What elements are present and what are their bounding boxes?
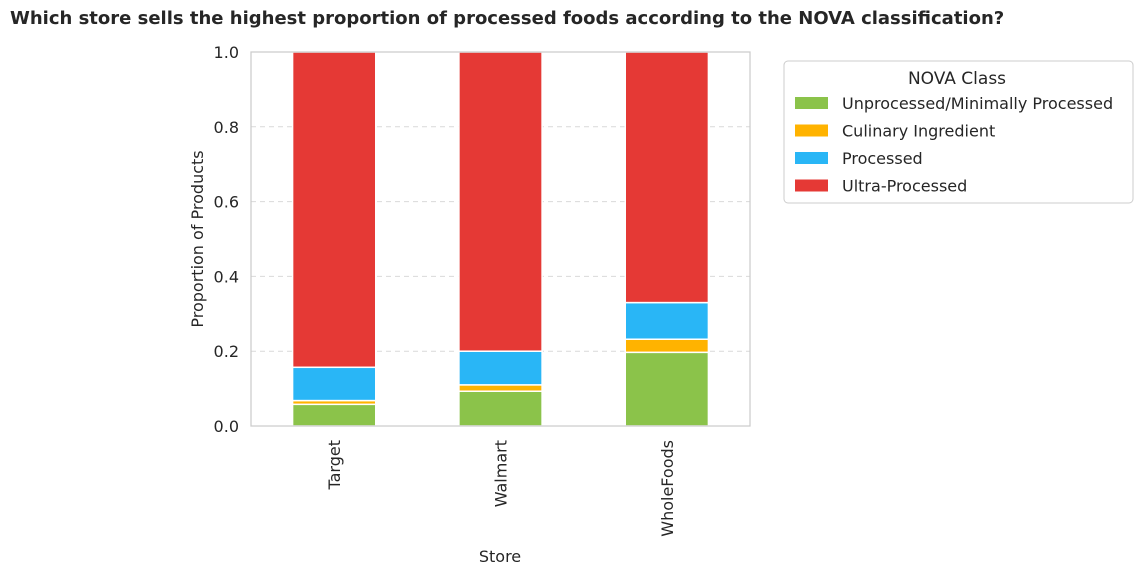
x-tick-labels: Target Walmart WholeFoods bbox=[325, 440, 677, 537]
bar-segment bbox=[458, 51, 543, 352]
legend-title: NOVA Class bbox=[908, 69, 1006, 89]
legend-swatch bbox=[795, 179, 828, 192]
y-tick-label: 1.0 bbox=[214, 43, 239, 62]
y-tick-label: 0.2 bbox=[214, 342, 239, 361]
legend-label: Unprocessed/Minimally Processed bbox=[842, 94, 1113, 113]
y-tick-labels: 0.0 0.2 0.4 0.6 0.8 1.0 bbox=[214, 43, 239, 436]
bar-segment bbox=[624, 351, 710, 427]
y-tick-label: 0.4 bbox=[214, 267, 239, 286]
x-tick-label: Target bbox=[325, 440, 344, 491]
legend-label: Culinary Ingredient bbox=[842, 122, 995, 141]
bar-segment bbox=[624, 51, 710, 304]
bar-segment bbox=[624, 301, 710, 340]
x-tick-label: WholeFoods bbox=[658, 440, 677, 537]
bar-segment bbox=[291, 51, 377, 369]
legend-frame bbox=[783, 60, 1134, 204]
legend-label: Ultra-Processed bbox=[842, 177, 967, 196]
y-axis-label: Proportion of Products bbox=[188, 150, 207, 327]
bar-segment bbox=[291, 366, 377, 402]
bar-segment bbox=[624, 338, 710, 354]
legend-swatch bbox=[795, 152, 828, 164]
y-tick-label: 0.0 bbox=[214, 417, 239, 436]
legend-swatch bbox=[795, 124, 828, 137]
plot-frame bbox=[250, 51, 751, 427]
legend-swatch bbox=[795, 97, 828, 109]
bar-segment bbox=[458, 390, 543, 427]
x-tick-label: Walmart bbox=[492, 440, 511, 507]
legend: NOVA Class Unprocessed/Minimally Process… bbox=[783, 60, 1134, 204]
y-tick-label: 0.8 bbox=[214, 118, 239, 137]
x-axis-label: Store bbox=[479, 547, 521, 566]
bar-segment bbox=[458, 350, 543, 386]
legend-label: Processed bbox=[842, 149, 923, 168]
bar-segment bbox=[458, 384, 543, 392]
bars bbox=[291, 51, 710, 427]
chart-title: Which store sells the highest proportion… bbox=[10, 8, 1004, 29]
legend-items: Unprocessed/Minimally Processed Culinary … bbox=[795, 94, 1113, 196]
bar-segment bbox=[291, 403, 377, 427]
y-tick-label: 0.6 bbox=[214, 193, 239, 212]
